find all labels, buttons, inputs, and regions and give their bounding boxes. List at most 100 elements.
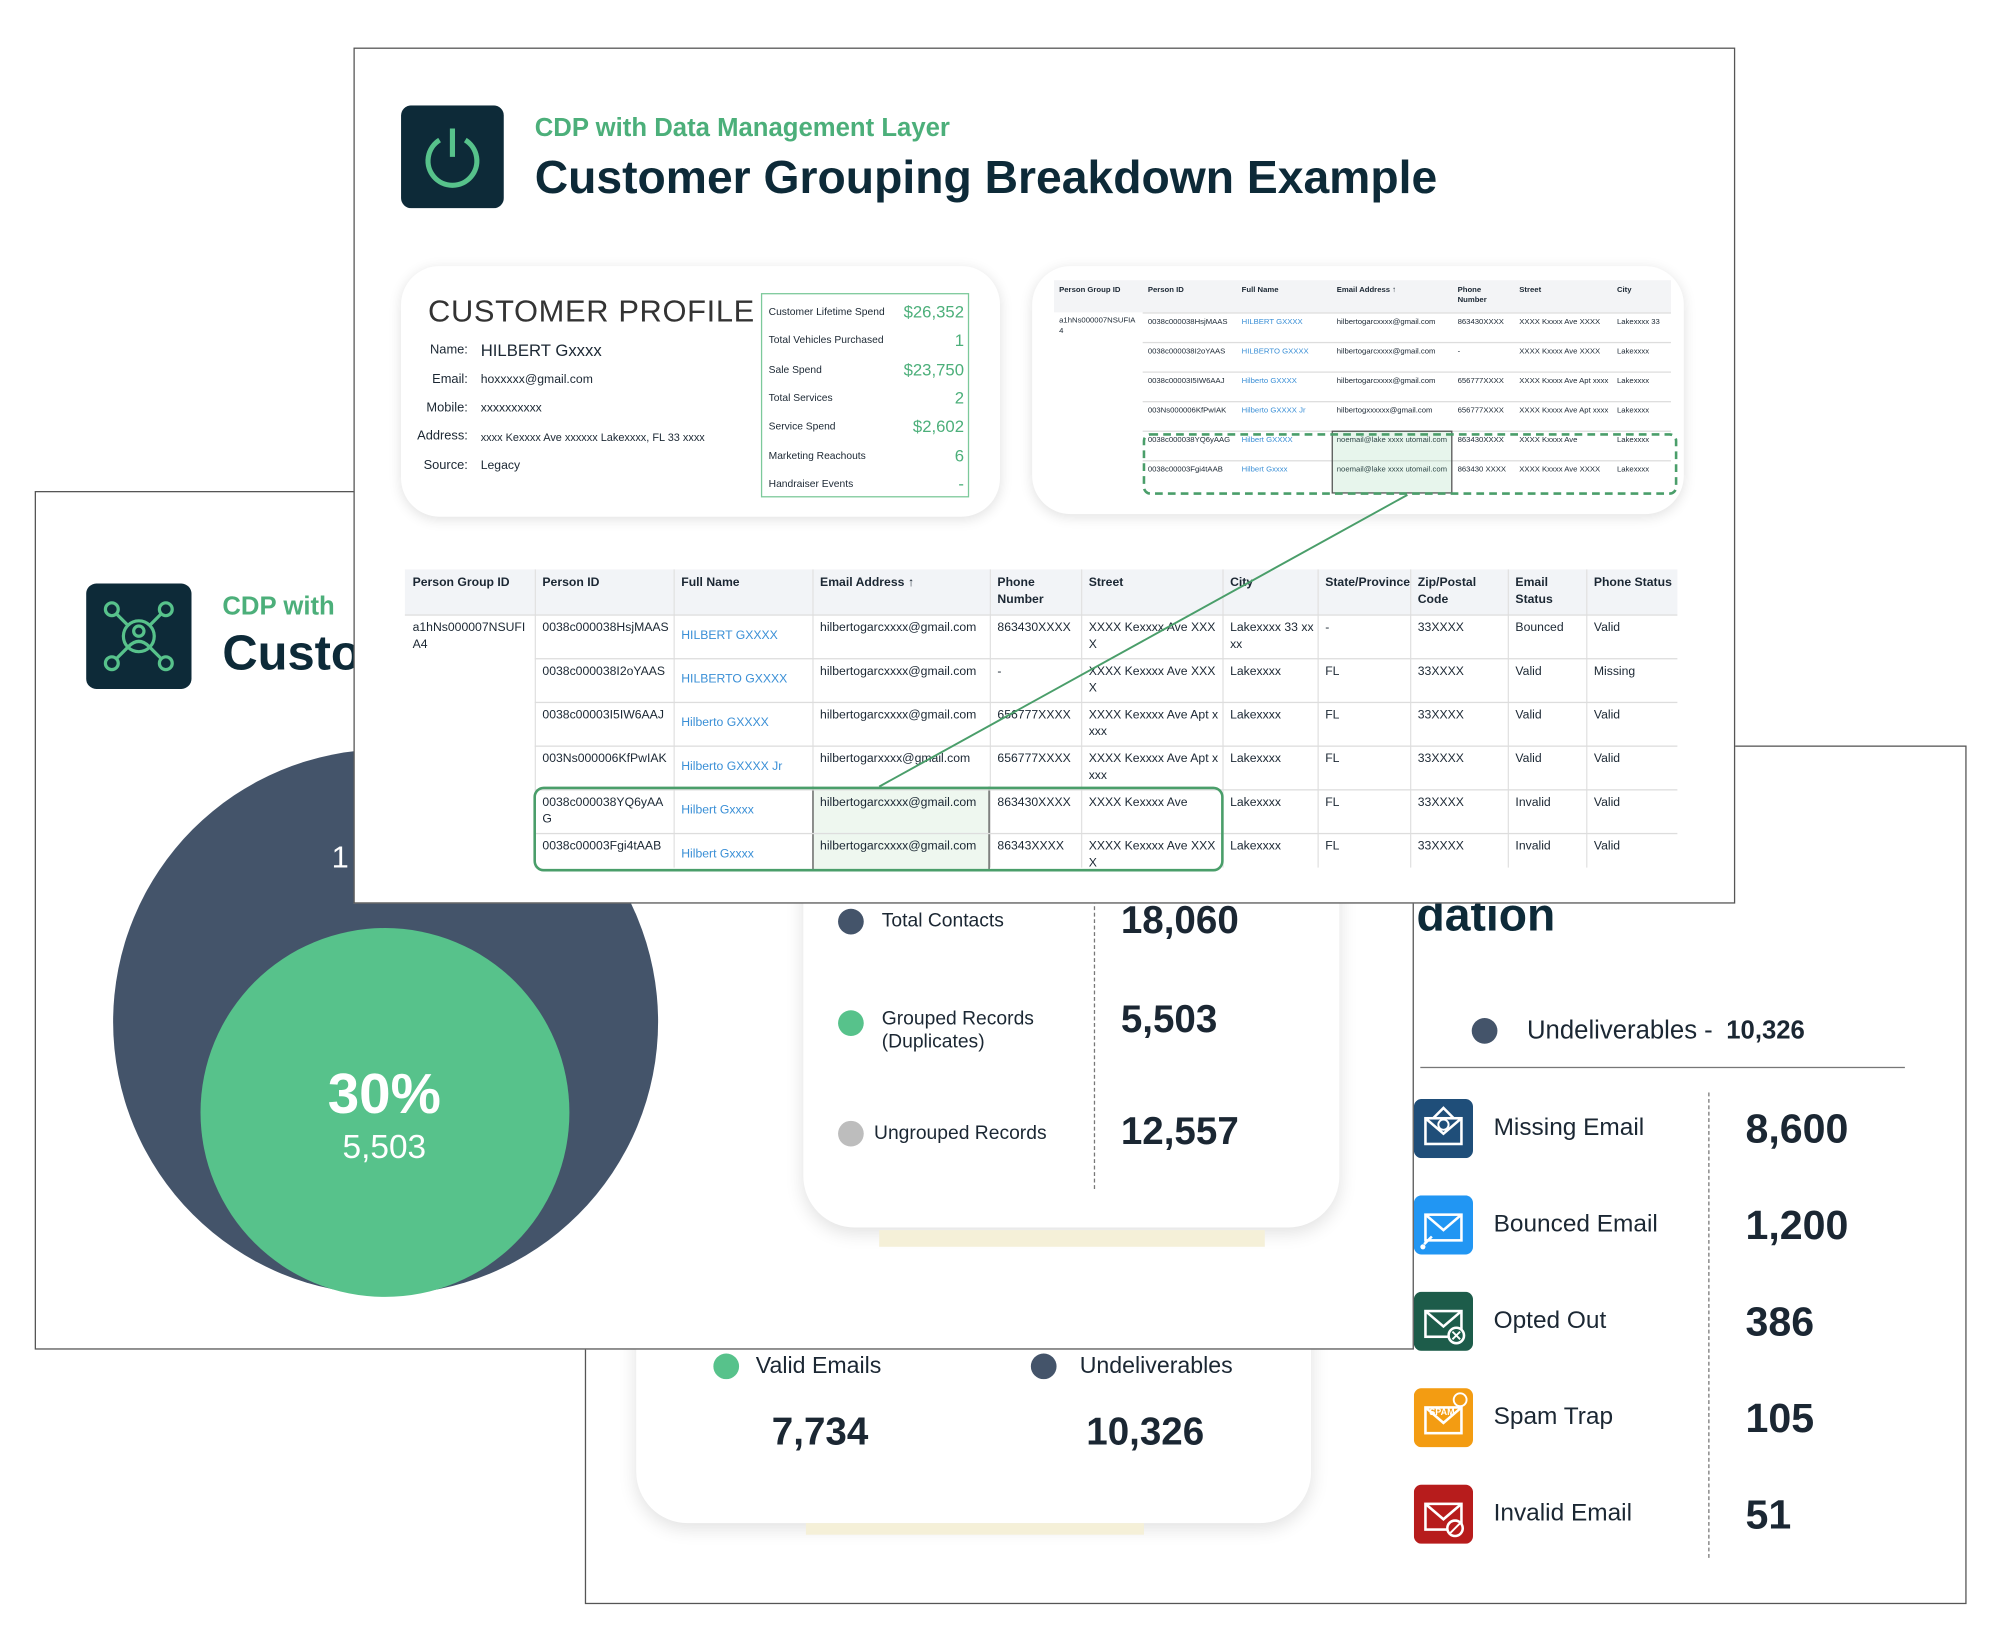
legend-dot	[1030, 1353, 1057, 1380]
table-cell: 656777XXXX	[1457, 377, 1504, 386]
metric-label: Marketing Reachouts	[768, 450, 866, 462]
stat-label: Grouped Records (Duplicates)	[881, 1007, 1034, 1053]
header-cell: Full Name	[681, 575, 740, 590]
table-cell: Lakexxxx	[1616, 407, 1650, 416]
header-cell: Phone Number	[1457, 286, 1487, 305]
table-cell: HILBERT GXXXX	[681, 628, 778, 643]
card	[401, 266, 1001, 517]
table-cell: 33XXXX	[1417, 664, 1464, 679]
table-cell: 0038c00003I5IW6AAJ	[542, 708, 664, 723]
table-cell: 33XXXX	[1417, 751, 1464, 767]
field-value: Legacy	[480, 459, 521, 474]
metrics-box	[760, 293, 970, 498]
slide-subtitle: CDP with Data Management Layer	[534, 114, 950, 143]
table-cell: hilbertogarcxxxx@gmail.com	[1336, 318, 1436, 327]
table-cell: hilbertogarcxxxx@gmail.com	[820, 839, 977, 854]
email-icon-svg	[1413, 1098, 1474, 1159]
col-line	[1317, 569, 1319, 868]
header-cell: City	[1616, 286, 1632, 295]
table-cell: Invalid	[1515, 795, 1551, 810]
table-cell: 0038c000038YQ6yAAG	[542, 795, 664, 827]
table-cell: XXXX Kexxxx Ave XXXX	[1088, 620, 1216, 652]
row-line	[534, 832, 1678, 835]
table-cell: -	[1325, 620, 1330, 635]
dashed-divider	[1093, 899, 1096, 1189]
summary-value: 7,734	[771, 1411, 869, 1454]
email-icon	[1413, 1484, 1474, 1544]
email-icon	[1413, 1098, 1474, 1159]
header-cell: Phone Number	[997, 575, 1044, 607]
dup-box	[1142, 433, 1678, 495]
field-label: Source:	[423, 458, 468, 474]
table-cell: Valid	[1593, 839, 1621, 854]
divider	[1420, 1066, 1905, 1069]
header-cell: Email Address ↑	[1336, 286, 1397, 295]
header-cell: Email Address ↑	[820, 575, 914, 590]
stat-label: Total Contacts	[881, 910, 1004, 932]
table-cell: HILBERTO GXXXX	[681, 672, 788, 687]
header-cell: Email Status	[1515, 575, 1553, 607]
metric-label: Total Services	[768, 392, 833, 404]
email-icon	[1413, 1388, 1474, 1448]
col-line	[1222, 569, 1224, 868]
table-cell: Lakexxxx	[1230, 708, 1281, 723]
dup-highlight	[1331, 430, 1453, 494]
table-cell: Hilbert Gxxxx	[1241, 466, 1288, 475]
field-value: HILBERT Gxxxx	[480, 340, 602, 361]
table-cell: 33XXXX	[1417, 795, 1464, 810]
profile-heading: CUSTOMER PROFILE	[428, 293, 755, 329]
table-cell: 86343XXXX	[997, 839, 1064, 854]
card-strip	[879, 1230, 1265, 1247]
row-line	[1142, 401, 1671, 403]
metric-label: Total Vehicles Purchased	[768, 334, 884, 347]
header-cell: Person Group ID	[412, 575, 510, 590]
table-cell: 0038c000038HsjMAAS	[1147, 318, 1228, 327]
connector	[771, 488, 1439, 796]
field-label: Mobile:	[426, 401, 468, 416]
slide-title: Customer Grouping Breakdown Example	[534, 150, 1438, 204]
item-label: Invalid Email	[1493, 1499, 1633, 1527]
table-cell: XXXX Kexxxx Ave	[1088, 795, 1188, 810]
slide-subtitle: CDP with	[222, 592, 335, 621]
metric-label: Service Spend	[768, 420, 836, 433]
table-cell: 0038c00003Fgi4tAAB	[542, 839, 662, 854]
slide-title: Custo	[222, 627, 361, 682]
venn-outer-label: 1	[331, 840, 349, 875]
table-cell: Hilberto GXXXX Jr	[681, 759, 783, 774]
email-icon-svg	[1413, 1291, 1474, 1351]
table-cell: Lakexxxx	[1230, 839, 1281, 854]
table-cell: 33XXXX	[1417, 620, 1464, 635]
field-value: xxxxxxxxxx	[480, 401, 542, 416]
connector-svg	[878, 494, 1408, 788]
table-cell: 656777XXXX	[1457, 407, 1504, 416]
row-line	[1142, 460, 1671, 462]
table-cell: 863430XXXX	[1457, 437, 1504, 445]
table-cell: Lakexxxx	[1616, 348, 1650, 357]
dup-highlight	[812, 786, 990, 872]
table-cell: XXXX Kxxxx Ave XXXX	[1519, 318, 1601, 327]
table-cell: FL	[1325, 839, 1340, 854]
summary-value: 10,326	[1086, 1411, 1205, 1454]
table-cell: Valid	[1515, 751, 1542, 767]
item-value: 8,600	[1745, 1105, 1849, 1152]
table-cell: 33XXXX	[1417, 839, 1464, 854]
legend-dot	[838, 1120, 864, 1147]
item-value: 1,200	[1745, 1201, 1849, 1248]
legend-dot	[838, 1010, 864, 1036]
item-label: Opted Out	[1493, 1306, 1607, 1334]
table-cell: 656777XXXX	[997, 751, 1071, 767]
email-icon	[1413, 1195, 1474, 1255]
metric-value: $2,602	[912, 416, 965, 436]
table-cell: FL	[1325, 664, 1340, 679]
metric-label: Handraiser Events	[768, 478, 854, 490]
table-cell: noemail@lake xxxx utomail.com	[1336, 466, 1448, 475]
group-cell: a1hNs000007NSUFIA4	[412, 620, 526, 652]
field-value: xxxx Kexxxx Ave xxxxxx Lakexxxx, FL 33 x…	[480, 430, 705, 444]
table-cell: XXXX Kxxxx Ave XXXX	[1519, 348, 1601, 357]
row-line	[534, 701, 1678, 704]
stat-value: 5,503	[1120, 998, 1218, 1042]
header-cell: Person Group ID	[1059, 286, 1121, 295]
table-cell: XXXX Kexxxx Ave Apt xxxx	[1088, 751, 1219, 783]
